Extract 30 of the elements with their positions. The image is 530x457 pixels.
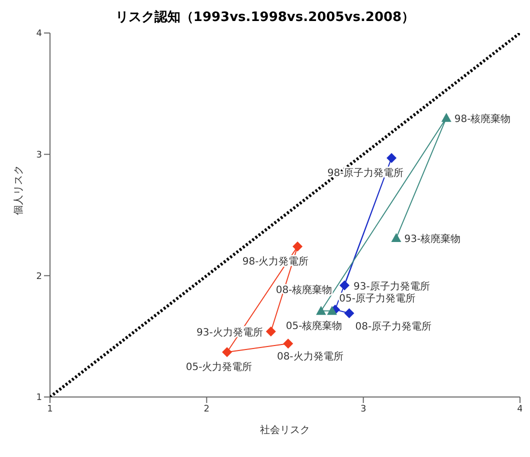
point: [391, 233, 402, 242]
annotation: 93-原子力発電所: [354, 280, 430, 292]
point: [344, 308, 354, 318]
annotation: 08-火力発電所: [276, 350, 344, 363]
annotation: 05-核廃棄物: [286, 320, 342, 332]
point: [441, 112, 452, 122]
annotation: 93-核廃棄物: [404, 233, 461, 246]
y-axis-title: 個人リスク: [14, 165, 25, 215]
x-tick-label: 1: [47, 404, 53, 414]
x-axis-title: 社会リスク: [260, 424, 310, 436]
annotation: 05-火力発電所: [186, 361, 252, 374]
point: [222, 347, 232, 358]
point: [292, 242, 303, 252]
chart-title: リスク認知（1993vs.1998vs.2005vs.2008）: [114, 9, 416, 27]
y-tick-label: 3: [36, 150, 42, 161]
x-tick-label: 4: [517, 404, 524, 414]
y-tick-label: 1: [36, 393, 42, 404]
x-tick-label: 3: [360, 404, 366, 414]
x-tick-label: 2: [204, 404, 210, 414]
point: [386, 152, 397, 163]
annotation: 98-核廃棄物: [454, 112, 511, 125]
point: [266, 326, 276, 336]
y-tick-label: 2: [36, 272, 42, 282]
point: [327, 306, 337, 315]
point: [316, 306, 326, 315]
annotation: 08-原子力発電所: [355, 320, 432, 332]
point: [340, 280, 350, 290]
annotation: 05-原子力発電所: [339, 292, 416, 305]
y-tick-label: 4: [36, 29, 42, 40]
point: [283, 338, 294, 349]
